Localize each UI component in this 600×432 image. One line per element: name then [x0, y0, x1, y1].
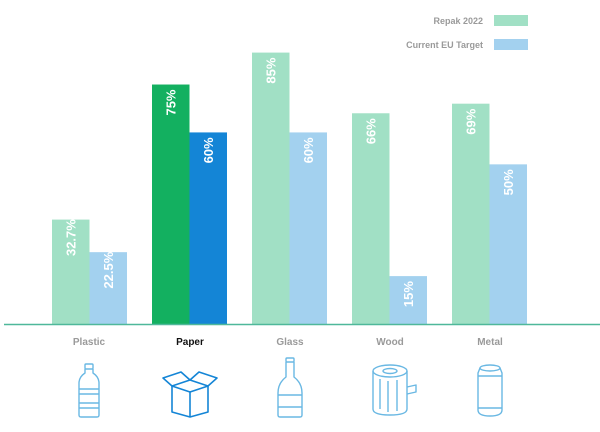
legend-swatch-repak [494, 15, 528, 26]
category-label-plastic: Plastic [72, 337, 106, 348]
value-label-wood-repak: 66% [363, 118, 378, 144]
bar-metal-eu-target [489, 164, 527, 324]
bar-plastic-eu-target [89, 252, 127, 324]
category-label-glass: Glass [276, 337, 304, 348]
bar-plastic-repak [52, 219, 90, 324]
value-label-metal-repak: 69% [463, 108, 478, 134]
glass-bottle-icon [277, 357, 303, 418]
value-label-glass-repak: 85% [263, 57, 278, 83]
bar-paper-repak [152, 84, 190, 325]
legend-label-repak: Repak 2022 [433, 16, 483, 26]
legend-swatch-eu-target [494, 39, 528, 50]
category-label-metal: Metal [477, 337, 503, 348]
value-label-plastic-repak: 32.7% [63, 219, 78, 256]
value-label-plastic-eu-target: 22.5% [101, 251, 116, 288]
bottle-icon [78, 363, 100, 418]
value-label-wood-eu-target: 15% [401, 281, 416, 307]
value-label-paper-eu-target: 60% [201, 137, 216, 163]
bar-chart: 32.7% 22.5% 75% 60% 85% 60% 66% 15% 69% 50% [4, 52, 600, 326]
legend-label-eu-target: Current EU Target [406, 40, 483, 50]
value-label-metal-eu-target: 50% [501, 169, 516, 195]
box-icon [162, 371, 218, 418]
bar-glass-eu-target [289, 132, 327, 324]
category-label-wood: Wood [376, 337, 404, 348]
log-icon [372, 364, 417, 416]
can-icon [477, 364, 503, 417]
bar-glass-repak [252, 52, 290, 324]
bar-paper-eu-target [189, 132, 227, 324]
bar-wood-repak [352, 113, 390, 325]
value-label-glass-eu-target: 60% [301, 137, 316, 163]
bar-wood-eu-target [389, 276, 427, 324]
bar-metal-repak [452, 103, 490, 324]
category-label-paper: Paper [176, 337, 204, 348]
value-label-paper-repak: 75% [163, 89, 178, 115]
